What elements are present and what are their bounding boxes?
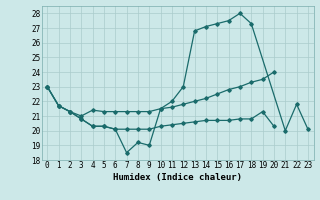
X-axis label: Humidex (Indice chaleur): Humidex (Indice chaleur) (113, 173, 242, 182)
